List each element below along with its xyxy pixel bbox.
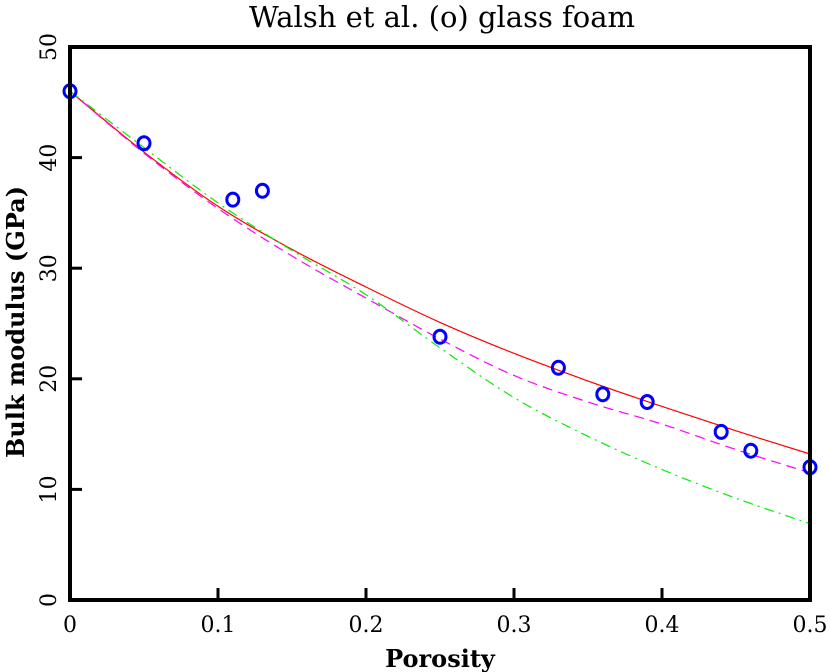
y-tick-label: 10 — [37, 475, 62, 503]
y-tick-label: 50 — [37, 33, 62, 61]
data-point — [550, 359, 566, 376]
plot-frame — [68, 45, 812, 602]
chart-title: Walsh et al. (o) glass foam — [249, 0, 635, 34]
x-axis-label: Porosity — [385, 644, 496, 672]
x-tick-label: 0.5 — [793, 613, 828, 638]
series-line-solid — [69, 90, 811, 455]
x-axis-ticks: 0 0.1 0.2 0.3 0.4 0.5 — [63, 588, 828, 638]
data-point — [254, 182, 270, 199]
series-line-dash-dot — [69, 90, 811, 525]
x-tick-label: 0.4 — [645, 613, 680, 638]
y-tick-label: 20 — [37, 365, 62, 393]
x-tick-label: 0.3 — [497, 613, 532, 638]
y-axis-ticks: 0 10 20 30 40 50 — [37, 33, 82, 607]
y-tick-label: 0 — [37, 593, 62, 607]
data-point — [743, 442, 759, 459]
data-point — [432, 328, 448, 345]
data-point — [225, 191, 241, 208]
curves — [69, 90, 811, 525]
data-point — [595, 386, 611, 403]
y-axis-label: Bulk modulus (GPa) — [1, 186, 30, 458]
y-tick-label: 40 — [37, 144, 62, 172]
y-tick-label: 30 — [37, 254, 62, 282]
data-point — [713, 423, 729, 440]
data-point — [639, 394, 655, 411]
data-points — [62, 83, 818, 476]
x-tick-label: 0.1 — [201, 613, 236, 638]
data-point — [136, 135, 152, 152]
x-tick-label: 0.2 — [349, 613, 384, 638]
x-tick-label: 0 — [63, 613, 77, 638]
series-line-dashed — [69, 90, 811, 474]
